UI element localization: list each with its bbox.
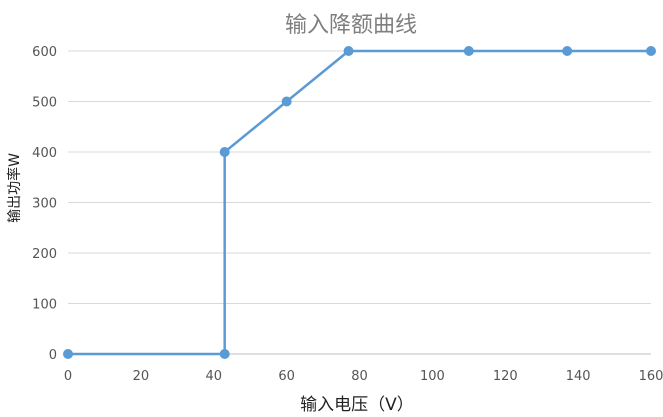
y-axis-tick-labels: 0 100 200 300 400 500 600 xyxy=(32,45,57,363)
y-tick-label: 100 xyxy=(32,298,57,313)
x-tick-label: 40 xyxy=(205,369,222,384)
series-line xyxy=(68,49,651,356)
x-tick-label: 80 xyxy=(351,369,368,384)
data-point xyxy=(646,46,656,56)
y-tick-label: 400 xyxy=(32,146,57,161)
x-tick-label: 0 xyxy=(64,369,72,384)
data-point xyxy=(562,46,573,56)
data-point xyxy=(63,349,73,359)
data-point xyxy=(463,46,474,56)
x-tick-label: 100 xyxy=(420,369,445,384)
x-tick-label: 140 xyxy=(566,369,591,384)
x-axis-tick-labels: 0 20 40 60 80 100 120 140 160 xyxy=(64,369,663,384)
data-point xyxy=(343,46,354,56)
x-tick-label: 120 xyxy=(493,369,518,384)
x-axis-title: 输入电压（V） xyxy=(300,395,414,415)
y-tick-label: 200 xyxy=(32,247,57,262)
y-axis-title: 输出功率W xyxy=(6,153,23,223)
chart-title: 输入降额曲线 xyxy=(285,13,417,38)
x-tick-label: 160 xyxy=(639,369,663,384)
series-group xyxy=(63,46,656,359)
gridlines xyxy=(68,50,651,355)
x-tick-label: 60 xyxy=(278,369,295,384)
y-tick-label: 600 xyxy=(32,45,57,60)
data-point xyxy=(281,96,292,107)
x-tick-label: 20 xyxy=(133,369,150,384)
data-point xyxy=(219,147,230,157)
y-tick-label: 300 xyxy=(32,197,57,212)
y-tick-label: 500 xyxy=(32,96,57,111)
data-point xyxy=(219,349,230,359)
y-tick-label: 0 xyxy=(49,348,57,363)
